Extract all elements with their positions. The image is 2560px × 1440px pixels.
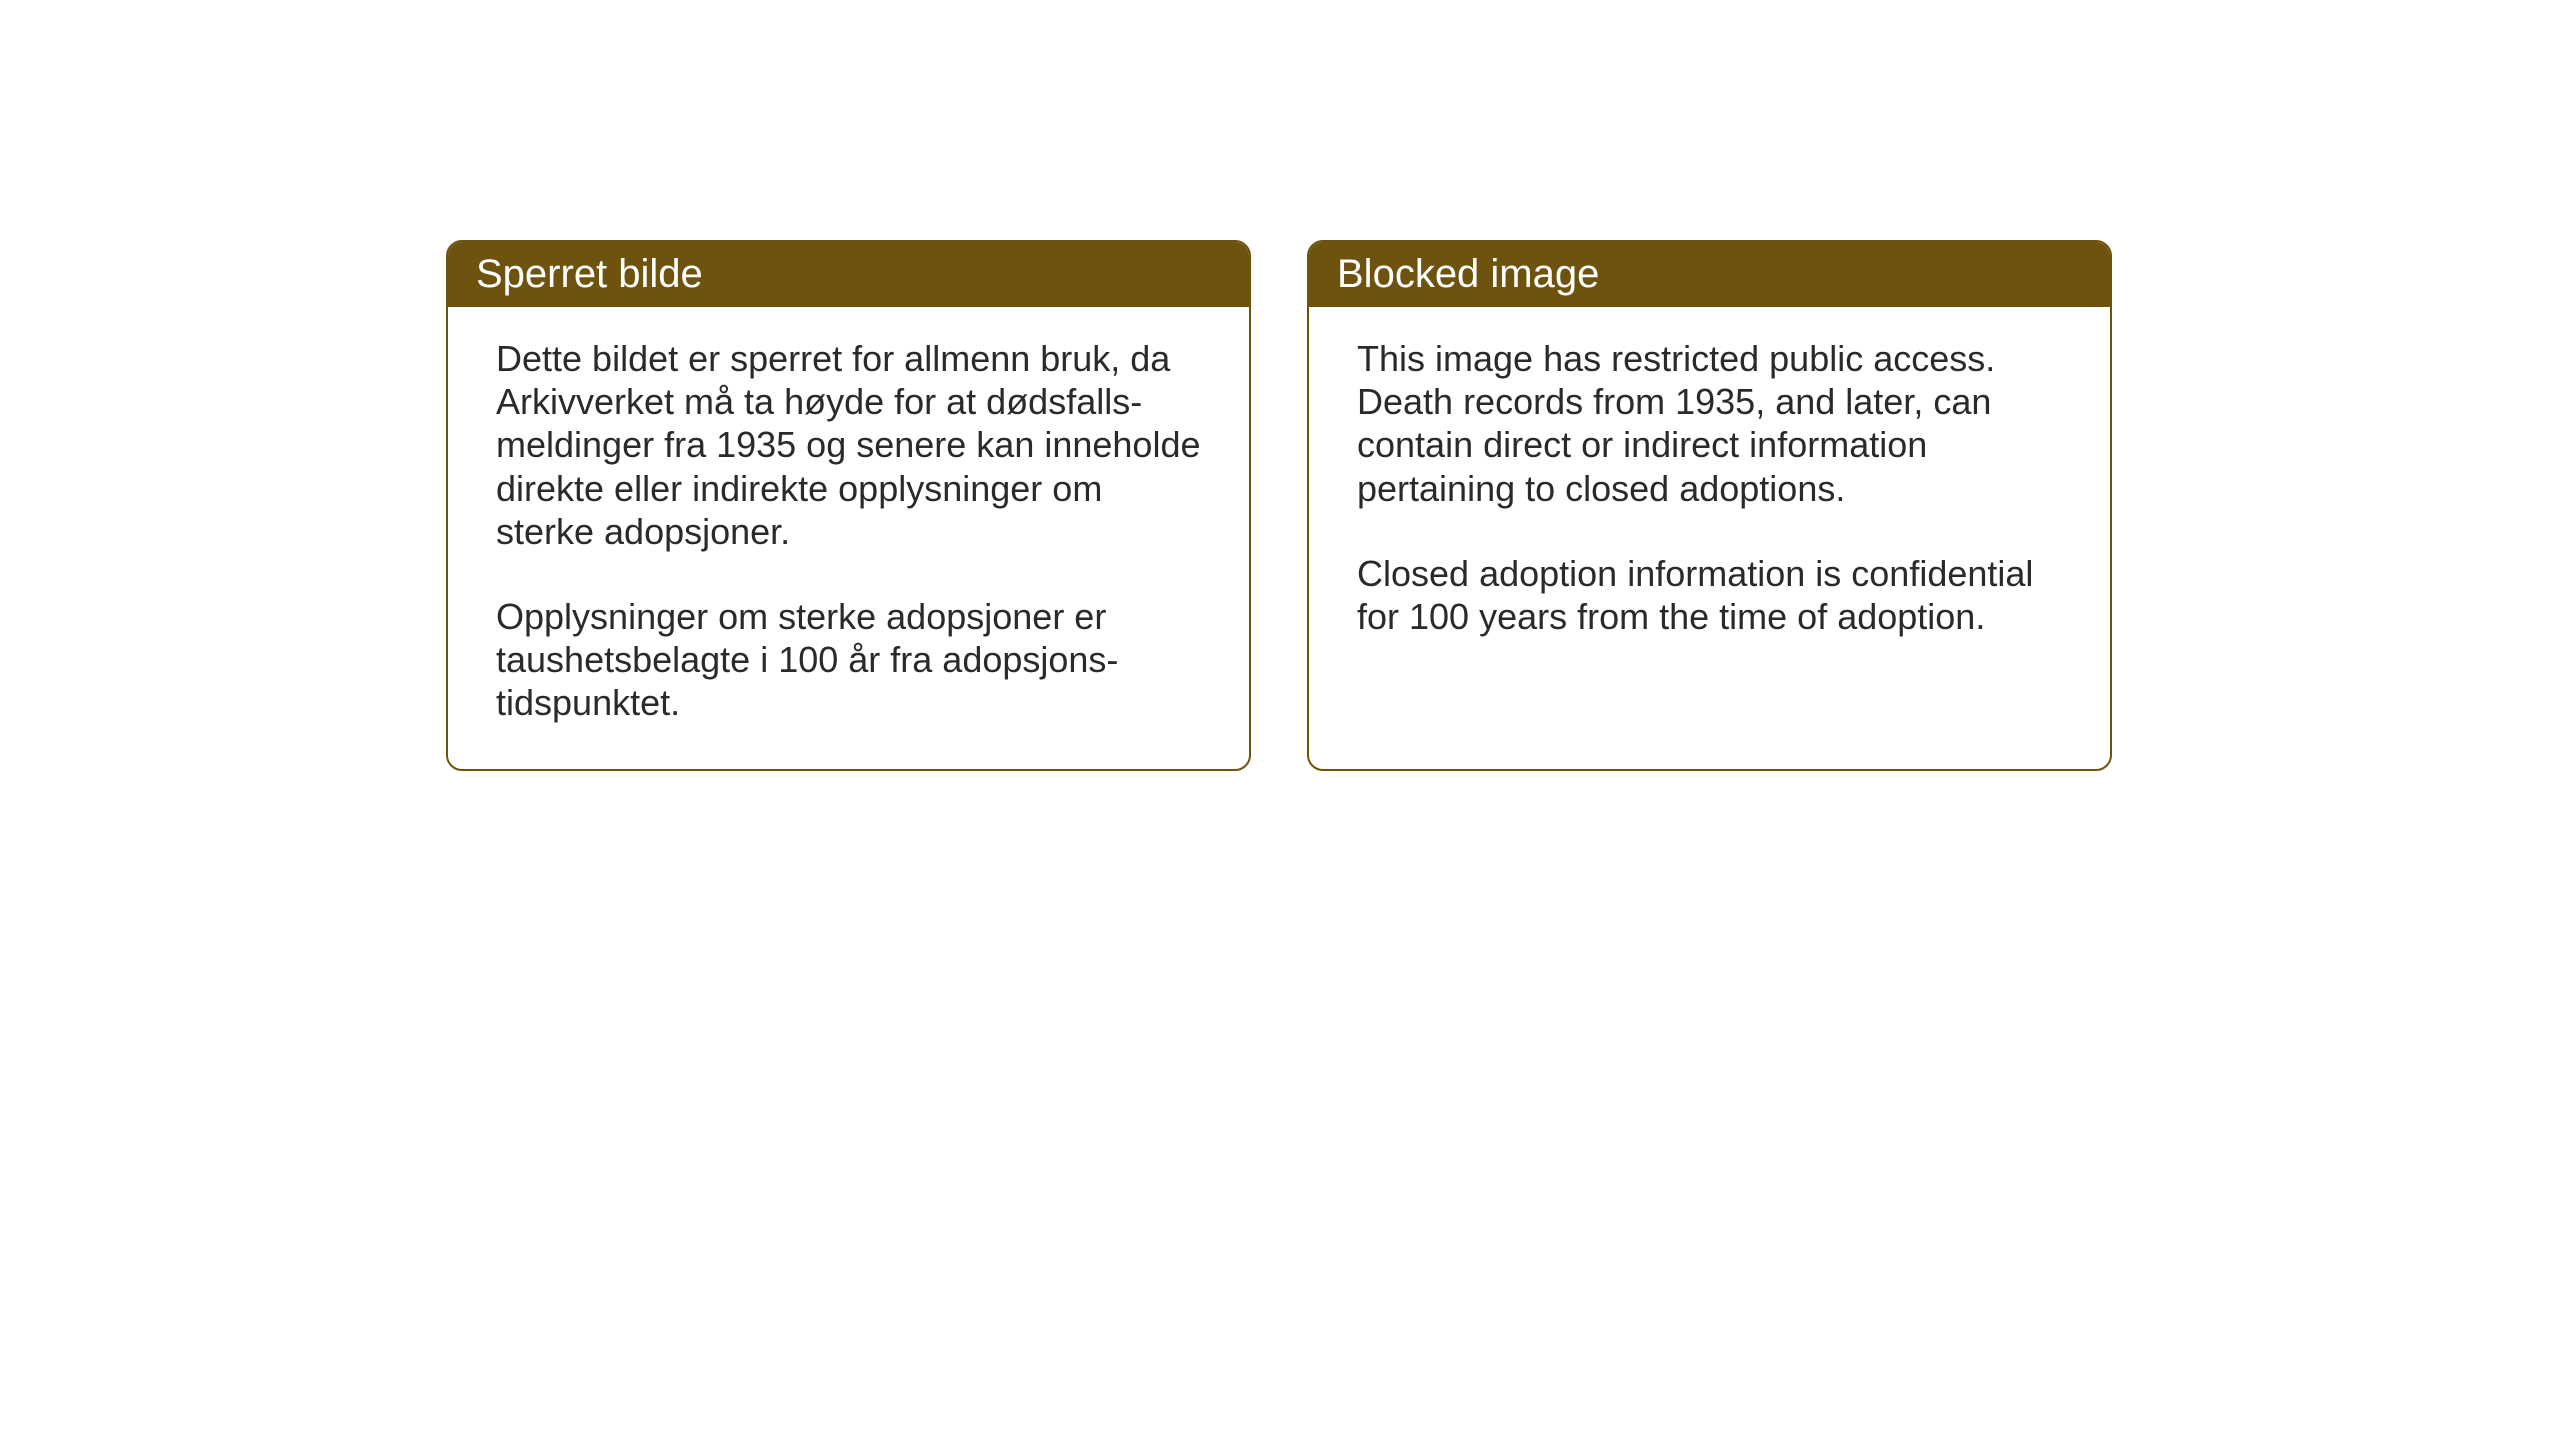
english-notice-card: Blocked image This image has restricted …	[1307, 240, 2112, 771]
norwegian-paragraph-2: Opplysninger om sterke adopsjoner er tau…	[496, 595, 1201, 725]
english-card-title: Blocked image	[1309, 242, 2110, 307]
norwegian-paragraph-1: Dette bildet er sperret for allmenn bruk…	[496, 337, 1201, 553]
english-paragraph-1: This image has restricted public access.…	[1357, 337, 2062, 510]
notice-container: Sperret bilde Dette bildet er sperret fo…	[446, 240, 2112, 771]
english-card-body: This image has restricted public access.…	[1309, 307, 2110, 682]
norwegian-card-title: Sperret bilde	[448, 242, 1249, 307]
english-paragraph-2: Closed adoption information is confident…	[1357, 552, 2062, 638]
norwegian-card-body: Dette bildet er sperret for allmenn bruk…	[448, 307, 1249, 769]
norwegian-notice-card: Sperret bilde Dette bildet er sperret fo…	[446, 240, 1251, 771]
